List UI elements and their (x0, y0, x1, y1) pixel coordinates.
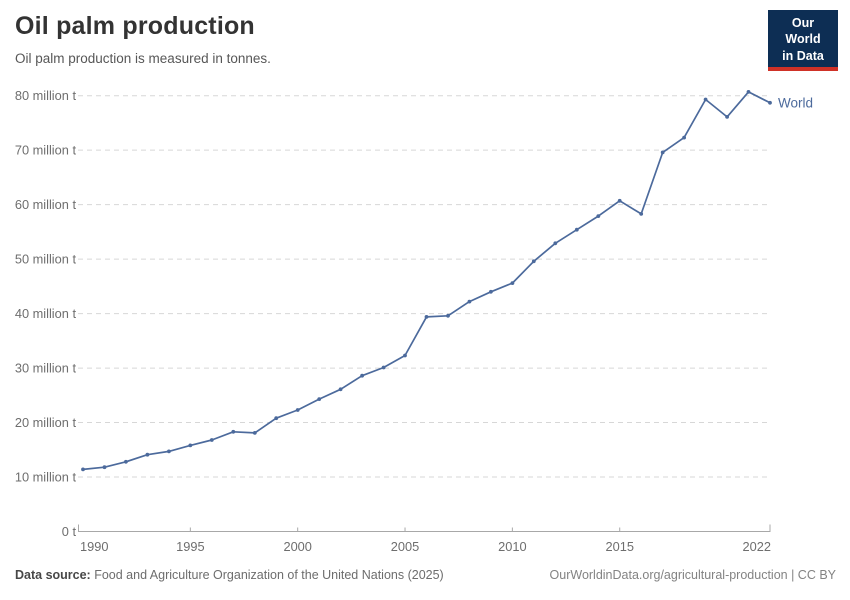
data-point-marker[interactable] (553, 241, 558, 246)
data-point-marker[interactable] (274, 416, 279, 421)
data-point-marker[interactable] (403, 353, 407, 358)
logo-line-1: Our World (785, 16, 821, 47)
data-point-marker[interactable] (446, 313, 450, 318)
series-line[interactable] (82, 91, 771, 471)
y-tick-label: 50 million t (15, 252, 77, 267)
data-point-marker[interactable] (381, 365, 386, 370)
data-source: Data source: Food and Agriculture Organi… (15, 568, 444, 582)
x-tick-label: 2010 (498, 539, 526, 554)
data-point-marker[interactable] (360, 373, 364, 378)
footer-link[interactable]: OurWorldinData.org/agricultural-producti… (549, 568, 836, 582)
data-point-marker[interactable] (703, 97, 708, 102)
data-point-marker[interactable] (617, 198, 622, 203)
data-point-marker[interactable] (145, 452, 150, 457)
data-point-marker[interactable] (102, 465, 107, 470)
logo-line-2: in Data (782, 48, 824, 63)
chart-subtitle: Oil palm production is measured in tonne… (15, 51, 271, 66)
data-point-marker[interactable] (574, 227, 579, 232)
data-point-marker[interactable] (81, 467, 85, 472)
data-point-marker[interactable] (167, 449, 171, 454)
data-point-marker[interactable] (209, 438, 214, 442)
x-tick-label: 2015 (605, 539, 633, 554)
y-tick-label: 80 million t (15, 88, 77, 103)
x-tick-label: 2022 (743, 539, 771, 554)
y-tick-label: 60 million t (15, 197, 77, 212)
y-tick-label: 10 million t (15, 470, 77, 485)
data-point-marker[interactable] (317, 397, 322, 401)
line-chart: 0 t 10 million t 20 million t 30 million t 4… (15, 88, 813, 554)
owid-logo[interactable]: Our World in Data (768, 10, 838, 71)
data-point-marker[interactable] (124, 459, 128, 464)
data-point-marker[interactable] (510, 281, 515, 285)
x-tick-label: 2005 (391, 539, 419, 554)
y-tick-label: 0 t (62, 524, 77, 539)
x-tick-label: 1990 (80, 539, 108, 554)
data-point-marker[interactable] (596, 214, 601, 219)
y-tick-label: 20 million t (15, 415, 77, 430)
data-point-marker[interactable] (725, 115, 729, 119)
data-point-marker[interactable] (295, 408, 300, 412)
data-point-marker[interactable] (489, 289, 493, 294)
data-point-marker[interactable] (682, 135, 686, 140)
x-tick-label: 1995 (176, 539, 204, 554)
data-point-marker[interactable] (531, 259, 536, 264)
data-point-marker[interactable] (252, 431, 257, 435)
y-tick-label: 40 million t (15, 306, 77, 321)
data-point-marker[interactable] (660, 150, 665, 155)
data-point-marker[interactable] (338, 387, 343, 392)
x-tick-label: 2000 (283, 539, 311, 554)
data-point-marker[interactable] (424, 315, 429, 319)
chart-title: Oil palm production (15, 12, 255, 40)
series-end-label[interactable]: World (778, 95, 813, 110)
data-point-marker[interactable] (639, 212, 644, 216)
y-tick-label: 70 million t (15, 143, 77, 158)
data-point-marker[interactable] (768, 100, 772, 105)
data-point-marker[interactable] (231, 429, 236, 434)
data-point-marker[interactable] (467, 299, 472, 304)
data-point-marker[interactable] (746, 90, 751, 94)
data-source-text: Food and Agriculture Organization of the… (90, 568, 444, 582)
data-point-marker[interactable] (188, 443, 193, 448)
y-tick-label: 30 million t (15, 361, 77, 376)
data-source-label: Data source: (15, 568, 91, 582)
